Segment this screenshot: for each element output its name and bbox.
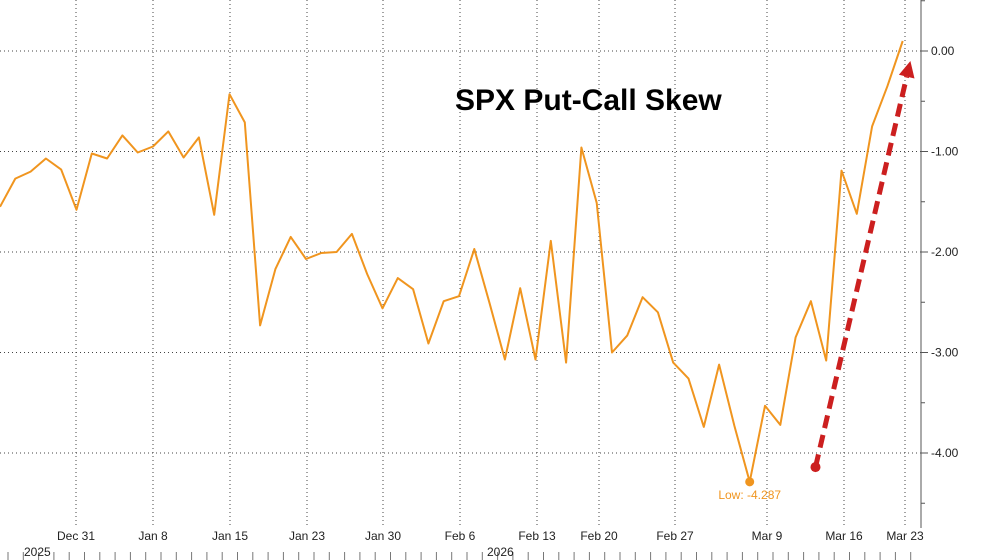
x-tick-label: Jan 30 <box>365 529 401 543</box>
low-marker-dot <box>745 477 755 487</box>
series-line-group <box>0 40 904 483</box>
low-marker-group: Low: -4.287 <box>718 477 781 502</box>
y-tick-label: -2.00 <box>931 245 959 259</box>
horizontal-gridlines <box>0 50 921 454</box>
x-tick-label: Mar 16 <box>825 529 863 543</box>
x-tick-label: Dec 31 <box>57 529 95 543</box>
year-label: 2026 <box>487 545 514 559</box>
x-tick-label: Mar 23 <box>886 529 924 543</box>
x-tick-label: Jan 23 <box>289 529 325 543</box>
y-tick-label: 0.00 <box>931 44 955 58</box>
x-tick-label: Feb 6 <box>445 529 476 543</box>
x-tick-label: Feb 13 <box>518 529 556 543</box>
series-line <box>0 40 904 483</box>
y-tick-label: -3.00 <box>931 346 959 360</box>
trend-arrow-shaft <box>813 76 910 468</box>
trend-arrow-head <box>898 61 915 79</box>
trend-arrow-start-dot <box>810 462 821 473</box>
x-tick-label: Feb 20 <box>580 529 618 543</box>
axes <box>7 0 928 560</box>
chart-title: SPX Put-Call Skew <box>455 84 722 117</box>
x-tick-label: Jan 15 <box>212 529 248 543</box>
low-marker-label: Low: -4.287 <box>718 488 781 502</box>
y-tick-labels: 0.00 -1.00 -2.00 -3.00 -4.00 <box>931 44 959 460</box>
vertical-gridlines <box>75 0 906 528</box>
y-tick-label: -4.00 <box>931 446 959 460</box>
x-tick-label: Feb 27 <box>656 529 694 543</box>
year-label: 2025 <box>24 545 51 559</box>
x-tick-labels: Dec 31 Jan 8 Jan 15 Jan 23 Jan 30 Feb 6 Feb 13… <box>57 529 924 543</box>
x-tick-label: Mar 9 <box>752 529 783 543</box>
x-tick-label: Jan 8 <box>138 529 168 543</box>
trend-arrow-group <box>810 61 915 473</box>
y-tick-label: -1.00 <box>931 145 959 159</box>
year-labels: 2025 2026 <box>24 545 514 559</box>
